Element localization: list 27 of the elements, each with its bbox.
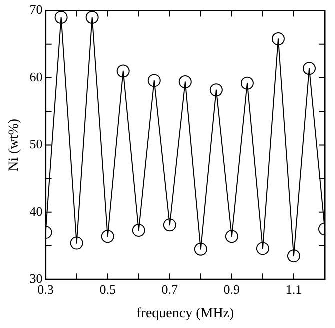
- point: [256, 242, 270, 256]
- point: [210, 84, 223, 97]
- x-tick-label: 0.9: [224, 282, 240, 297]
- y-tick-label: 50: [30, 136, 43, 152]
- x-tick-label: 0.5: [100, 282, 116, 297]
- point: [287, 250, 300, 263]
- point: [240, 76, 254, 90]
- y-tick-label: 60: [30, 69, 43, 84]
- y-tick-label: 70: [30, 2, 43, 18]
- point: [132, 224, 146, 238]
- point: [116, 64, 130, 78]
- point: [163, 218, 176, 232]
- point: [86, 11, 99, 24]
- point: [70, 236, 84, 250]
- point: [302, 62, 316, 76]
- point: [272, 32, 285, 46]
- point: [225, 230, 238, 244]
- x-tick-label: 0.7: [162, 282, 179, 297]
- point: [101, 230, 114, 244]
- x-tick-label: 1.1: [286, 282, 302, 297]
- point: [178, 76, 192, 89]
- point: [148, 74, 161, 88]
- point: [54, 11, 68, 24]
- x-axis-title: frequency (MHz): [136, 306, 235, 322]
- y-tick-label: 40: [30, 204, 43, 219]
- point: [194, 242, 208, 256]
- y-axis-title: Ni (wt%): [7, 118, 22, 172]
